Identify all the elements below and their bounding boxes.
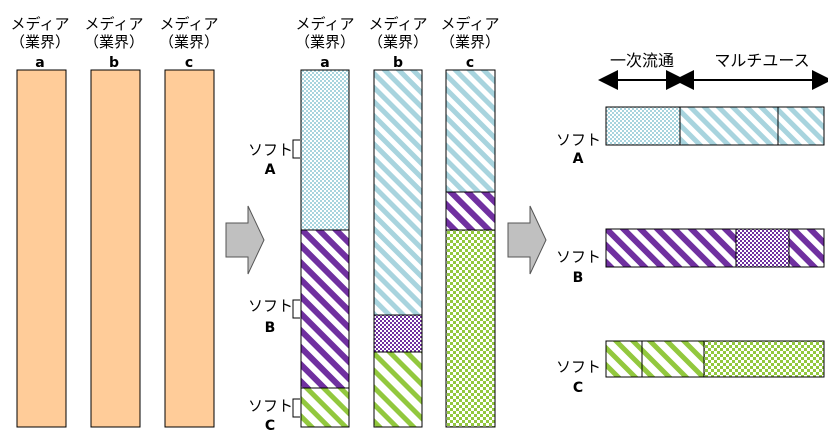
- segment-soft-a: [300, 69, 350, 231]
- multi-use-header: マルチユース: [714, 51, 809, 70]
- segment-soft-b: [373, 314, 423, 353]
- middle-media-c-header: メディア （業界） c: [440, 15, 500, 71]
- segment-primary: [605, 340, 643, 378]
- segment-multi-1: [735, 228, 790, 268]
- segment-multi-2: [777, 106, 825, 146]
- media-letter: b: [393, 55, 403, 71]
- left-media-b-header: メディア （業界） b: [84, 15, 144, 71]
- left-media-c-header: メディア （業界） c: [159, 15, 219, 71]
- segment-soft-b: [445, 191, 496, 231]
- segment-multi-2: [788, 228, 825, 268]
- media-letter: c: [185, 55, 193, 71]
- transition-arrow-right: [507, 205, 547, 275]
- media-sub-label: （業界）: [295, 33, 355, 51]
- middle-column-c: [445, 69, 496, 428]
- segment-soft-b: [300, 229, 350, 389]
- left-panel: メディア （業界） a メディア （業界） b メディア （業界） c: [10, 15, 219, 428]
- soft-label: ソフト: [248, 297, 293, 315]
- soft-letter: A: [573, 151, 584, 167]
- segment-multi-1: [679, 106, 779, 146]
- media-sub-label: （業界）: [368, 33, 428, 51]
- media-sub-label: （業界）: [440, 33, 500, 51]
- soft-label: ソフト: [556, 358, 601, 376]
- segment-soft-c: [445, 229, 496, 428]
- segment-primary: [605, 106, 681, 146]
- middle-media-b-header: メディア （業界） b: [368, 15, 428, 71]
- soft-letter: C: [573, 380, 583, 396]
- media-label: メディア: [296, 15, 355, 33]
- segment-soft-c: [373, 351, 423, 428]
- primary-distribution-header: 一次流通: [610, 51, 674, 70]
- segment-primary: [605, 228, 737, 268]
- soft-letter: A: [265, 162, 276, 178]
- left-bar-a: [16, 69, 67, 428]
- media-letter: a: [320, 55, 329, 71]
- soft-letter: B: [573, 270, 584, 286]
- middle-soft-c-label: ソフト C: [248, 397, 300, 432]
- soft-letter: B: [265, 320, 276, 336]
- segment-multi-2: [703, 340, 825, 378]
- middle-column-a: [300, 69, 350, 428]
- soft-label: ソフト: [556, 248, 601, 266]
- right-row-soft-b: ソフト B: [556, 228, 825, 286]
- segment-soft-a: [445, 69, 496, 193]
- segment-soft-a: [373, 69, 423, 316]
- middle-media-a-header: メディア （業界） a: [295, 15, 355, 71]
- media-label: メディア: [160, 15, 219, 33]
- middle-column-b: [373, 69, 423, 428]
- media-sub-label: （業界）: [159, 33, 219, 51]
- soft-label: ソフト: [556, 131, 601, 149]
- right-row-soft-c: ソフト C: [556, 340, 825, 396]
- middle-soft-b-label: ソフト B: [248, 297, 300, 336]
- right-panel: 一次流通 マルチユース ソフト A ソフト B ソフト C: [556, 51, 828, 396]
- segment-multi-1: [641, 340, 705, 378]
- media-label: メディア: [85, 15, 144, 33]
- left-bar-b: [90, 69, 141, 428]
- segment-soft-c: [300, 387, 350, 428]
- soft-label: ソフト: [248, 397, 293, 415]
- left-bar-c: [164, 69, 215, 428]
- right-row-soft-a: ソフト A: [556, 106, 825, 167]
- media-label: メディア: [11, 15, 70, 33]
- media-sub-label: （業界）: [10, 33, 70, 51]
- transition-arrow-left: [225, 205, 265, 275]
- left-media-a-header: メディア （業界） a: [10, 15, 70, 71]
- media-letter: c: [466, 55, 474, 71]
- middle-soft-a-label: ソフト A: [248, 139, 300, 178]
- media-letter: a: [35, 55, 44, 71]
- media-label: メディア: [441, 15, 500, 33]
- soft-letter: C: [265, 418, 275, 432]
- media-label: メディア: [369, 15, 428, 33]
- media-letter: b: [109, 55, 119, 71]
- media-sub-label: （業界）: [84, 33, 144, 51]
- soft-label: ソフト: [248, 141, 293, 159]
- middle-panel: メディア （業界） a メディア （業界） b メディア （業界） c: [248, 15, 500, 432]
